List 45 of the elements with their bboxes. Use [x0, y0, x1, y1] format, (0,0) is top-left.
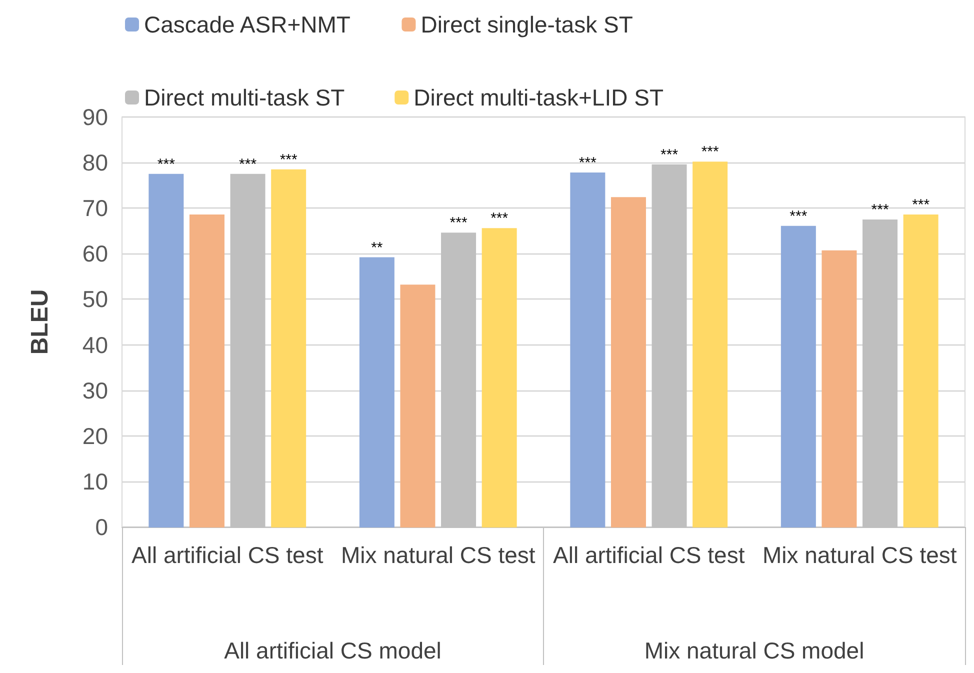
bar [148, 174, 184, 528]
data-label: *** [239, 156, 257, 173]
y-tick-label: 0 [95, 514, 108, 540]
data-label: *** [578, 154, 597, 172]
bar [780, 226, 816, 528]
legend-label: Direct multi-task ST [144, 84, 345, 110]
y-tick-label: 20 [82, 422, 108, 449]
bar [903, 214, 938, 528]
y-tick-label: 90 [82, 104, 108, 130]
bar [610, 197, 646, 528]
bar [822, 250, 857, 528]
bar [359, 257, 394, 528]
legend-label: Direct single-task ST [420, 12, 633, 38]
bar [482, 228, 517, 528]
bar [189, 214, 224, 528]
bar [570, 172, 606, 528]
data-label: *** [450, 214, 468, 232]
x-tick-label: Mix natural CS test [762, 542, 958, 568]
data-label: *** [660, 146, 678, 164]
bar [692, 162, 728, 528]
y-tick-label: 60 [82, 240, 108, 267]
bar [271, 169, 306, 528]
data-label: *** [280, 151, 298, 168]
bar [400, 284, 436, 528]
data-label: *** [490, 210, 508, 228]
y-tick-label: 80 [82, 150, 108, 176]
y-tick-label: 10 [82, 468, 108, 494]
text: All artificial CS model [224, 638, 442, 664]
y-tick-label: 30 [82, 377, 108, 404]
y-axis-title: BLEU [26, 289, 54, 355]
legend-label: Cascade ASR+NMT [144, 12, 350, 38]
data-label: *** [912, 196, 930, 214]
x-tick-label: Mix natural CS test [340, 542, 536, 568]
y-tick-label: 40 [82, 332, 108, 358]
data-label: *** [790, 208, 808, 225]
y-tick-label: 50 [82, 286, 108, 312]
data-label: *** [157, 156, 176, 173]
data-label: *** [871, 201, 889, 218]
legend-label: Direct multi-task+LID ST [414, 84, 664, 110]
text: Mix natural CS model [644, 638, 864, 664]
x-tick-label: All artificial CS test [132, 542, 324, 568]
x-tick-label: All artificial CS test [553, 542, 746, 568]
data-label: *** [701, 144, 719, 161]
data-label: ** [371, 239, 383, 256]
y-tick-label: 70 [82, 195, 108, 222]
